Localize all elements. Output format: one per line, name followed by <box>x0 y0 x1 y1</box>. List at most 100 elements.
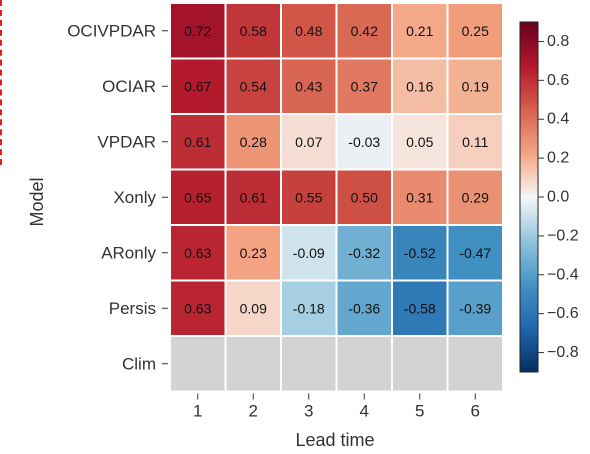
y-axis-label: Model <box>27 177 47 226</box>
heatmap-cell <box>282 337 336 391</box>
cell-value-label: 0.55 <box>295 189 322 205</box>
cell-value-label: 0.28 <box>240 134 267 150</box>
cell-value-label: 0.05 <box>406 134 433 150</box>
cell-value-label: 0.54 <box>240 78 267 94</box>
heatmap-cell <box>226 337 280 391</box>
cell-value-label: -0.52 <box>404 245 436 261</box>
cell-value-label: 0.48 <box>295 23 322 39</box>
heatmap-cell <box>171 337 225 391</box>
y-tick-label: Xonly <box>113 188 156 207</box>
x-tick-label: 4 <box>360 402 369 421</box>
cell-value-label: -0.36 <box>348 300 380 316</box>
heatmap-cell <box>337 281 391 335</box>
heatmap-cell <box>448 281 502 335</box>
heatmap-cell <box>393 281 447 335</box>
heatmap-cell <box>337 226 391 280</box>
y-tick-label: Persis <box>109 299 156 318</box>
colorbar-tick-label: −0.8 <box>547 344 579 361</box>
heatmap-cell <box>448 337 502 391</box>
cell-value-label: -0.18 <box>293 300 325 316</box>
colorbar-tick-label: −0.6 <box>547 305 579 322</box>
heatmap-cell <box>226 4 280 58</box>
cell-value-label: -0.47 <box>459 245 491 261</box>
cell-value-label: 0.19 <box>462 78 489 94</box>
colorbar-gradient <box>519 21 539 373</box>
cell-value-label: 0.65 <box>184 189 211 205</box>
y-tick-label: ARonly <box>101 243 156 262</box>
heatmap-cell <box>282 4 336 58</box>
cell-value-label: 0.31 <box>406 189 433 205</box>
colorbar-tick-label: 0.8 <box>547 33 569 50</box>
x-tick-labels: 1 2 3 4 5 6 <box>193 393 480 421</box>
cell-value-label: 0.50 <box>351 189 378 205</box>
x-tick-label: 1 <box>193 402 202 421</box>
colorbar-tick-label: −0.2 <box>547 227 579 244</box>
heatmap-cell <box>393 226 447 280</box>
y-tick-label: VPDAR <box>97 132 156 151</box>
cell-value-label: 0.61 <box>184 134 211 150</box>
cell-value-label: 0.25 <box>462 23 489 39</box>
heatmap-cell <box>337 170 391 224</box>
cell-value-label: 0.09 <box>240 300 267 316</box>
x-tick-label: 5 <box>415 402 424 421</box>
heatmap-cell <box>282 59 336 113</box>
heatmap-cell <box>226 226 280 280</box>
heatmap-cell <box>282 281 336 335</box>
heatmap-cell <box>226 115 280 169</box>
cell-value-label: 0.61 <box>240 189 267 205</box>
heatmap-cell <box>448 226 502 280</box>
heatmap-cell <box>393 337 447 391</box>
cell-value-label: 0.43 <box>295 78 322 94</box>
colorbar-tick-label: −0.4 <box>547 266 579 283</box>
heatmap-cell <box>226 170 280 224</box>
cell-value-label: 0.67 <box>184 78 211 94</box>
heatmap-cell <box>171 59 225 113</box>
cell-value-label: 0.21 <box>406 23 433 39</box>
colorbar: 0.8 0.6 0.4 0.2 0.0 −0.2 −0.4 −0.6 −0.8 <box>519 21 579 373</box>
cell-value-label: -0.58 <box>404 300 436 316</box>
dashed-border-fragment <box>0 0 2 165</box>
colorbar-tick-label: 0.6 <box>547 72 569 89</box>
cell-value-label: -0.03 <box>348 134 380 150</box>
cell-value-label: 0.72 <box>184 23 211 39</box>
colorbar-tick-label: 0.4 <box>547 111 569 128</box>
cell-value-label: 0.16 <box>406 78 433 94</box>
cell-value-label: 0.11 <box>462 134 488 150</box>
cell-value-label: -0.09 <box>293 245 325 261</box>
heatmap-cell <box>448 170 502 224</box>
colorbar-tick-label: 0.0 <box>547 189 569 206</box>
heatmap-cell <box>171 226 225 280</box>
y-tick-labels: OCIVPDAR OCIAR VPDAR Xonly ARonly Persis Clim <box>67 21 168 373</box>
cell-value-label: 0.37 <box>351 78 378 94</box>
y-tick-label: OCIVPDAR <box>67 21 156 40</box>
y-tick-label: Clim <box>122 354 156 373</box>
colorbar-tick-label: 0.2 <box>547 150 569 167</box>
heatmap-cell <box>171 4 225 58</box>
heatmap-cell <box>448 4 502 58</box>
heatmap-cell <box>393 59 447 113</box>
heatmap-cell <box>448 59 502 113</box>
heatmap-cell <box>337 337 391 391</box>
cell-value-label: 0.07 <box>295 134 322 150</box>
cell-value-label: 0.23 <box>240 245 267 261</box>
cell-value-label: -0.39 <box>459 300 491 316</box>
heatmap-cell <box>282 170 336 224</box>
cell-value-label: 0.29 <box>462 189 489 205</box>
heatmap-cell <box>448 115 502 169</box>
heatmap-cell <box>337 115 391 169</box>
heatmap-cell <box>337 4 391 58</box>
heatmap-cell <box>393 115 447 169</box>
heatmap-cell <box>393 170 447 224</box>
heatmap-cell <box>171 115 225 169</box>
heatmap-cell <box>171 170 225 224</box>
cell-value-label: 0.58 <box>240 23 267 39</box>
heatmap-cell <box>171 281 225 335</box>
heatmap-cell <box>282 226 336 280</box>
colorbar-ticks: 0.8 0.6 0.4 0.2 0.0 −0.2 −0.4 −0.6 −0.8 <box>538 33 579 361</box>
heatmap-cell <box>282 115 336 169</box>
x-tick-label: 2 <box>249 402 258 421</box>
x-tick-label: 6 <box>471 402 480 421</box>
x-axis-label: Lead time <box>295 430 374 450</box>
heatmap-cell <box>393 4 447 58</box>
